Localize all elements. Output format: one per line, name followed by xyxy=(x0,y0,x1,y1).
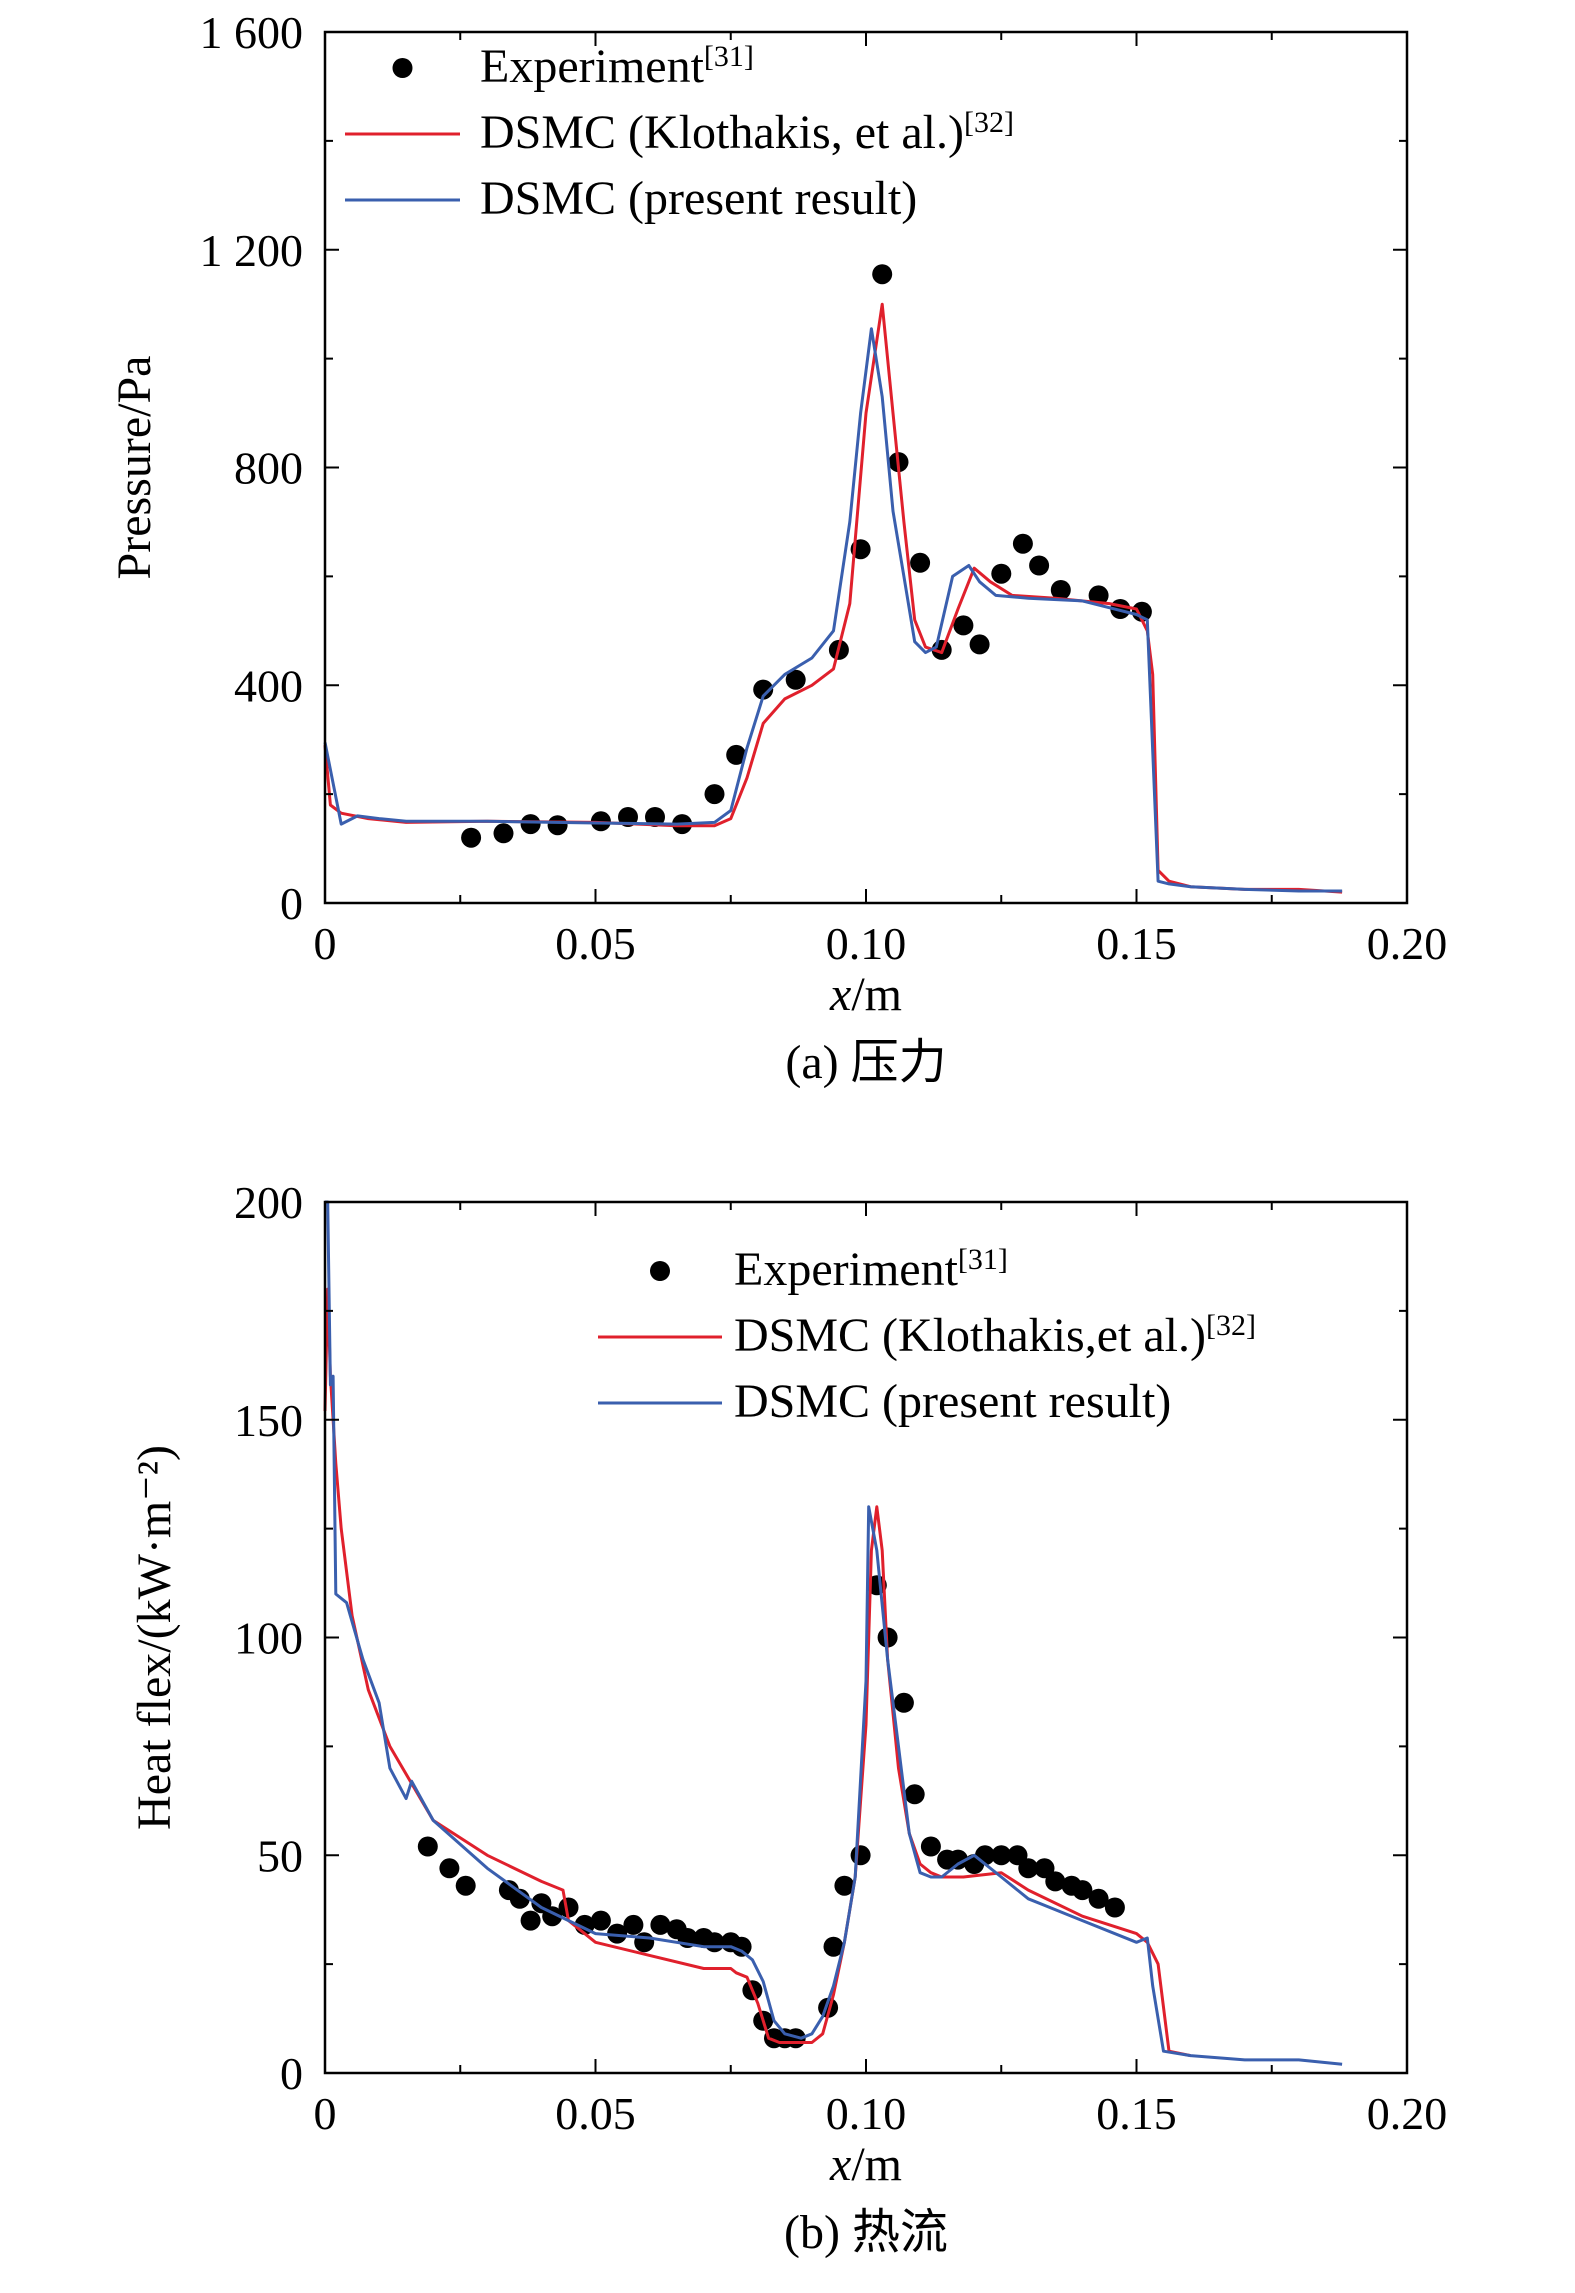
data-point xyxy=(439,1858,460,1879)
x-tick-label: 0.20 xyxy=(1367,2088,1448,2139)
legend-label: Experiment[31] xyxy=(480,40,754,94)
y-tick-label: 150 xyxy=(234,1395,303,1446)
legend-marker xyxy=(392,58,413,78)
data-point xyxy=(834,1875,855,1896)
chart-caption: (a) 压力 xyxy=(785,1036,946,1089)
x-tick-label: 0.10 xyxy=(826,918,907,969)
data-point xyxy=(731,1936,752,1957)
data-point xyxy=(417,1836,438,1857)
data-point xyxy=(1018,1858,1039,1879)
x-tick-label: 0.05 xyxy=(555,918,636,969)
data-point xyxy=(461,827,482,848)
data-point xyxy=(558,1897,579,1918)
y-axis-label: Pressure/Pa xyxy=(108,356,161,580)
data-point xyxy=(948,1849,968,1870)
data-point xyxy=(704,784,725,805)
y-tick-label: 1 200 xyxy=(200,225,304,276)
x-tick-label: 0 xyxy=(314,918,337,969)
data-point xyxy=(1088,585,1109,606)
pressure-chart: 0 0.05 0.10 0.15 0.20 0 400 800 1 200 1 600 Pressu… xyxy=(108,7,1447,1089)
data-point xyxy=(893,1692,914,1713)
legend-label: Experiment[31] xyxy=(734,1243,1008,1297)
data-point xyxy=(634,1932,655,1953)
data-point xyxy=(1072,1880,1093,1901)
legend-label: DSMC (present result) xyxy=(480,172,917,225)
legend: Experiment[31] DSMC (Klothakis,et al.)[32… xyxy=(598,1243,1256,1428)
series-line-2 xyxy=(323,327,1343,893)
y-tick-label: 0 xyxy=(280,2048,303,2099)
x-tick-label: 0.05 xyxy=(555,2088,636,2139)
y-axis-label: Heat flex/(kW·m⁻²) xyxy=(128,1445,181,1830)
legend-label: DSMC (Klothakis,et al.)[32] xyxy=(734,1309,1256,1363)
data-point xyxy=(1045,1871,1066,1892)
data-point xyxy=(991,1845,1012,1866)
data-point xyxy=(1104,1897,1125,1918)
data-point xyxy=(1012,533,1033,554)
plot-area xyxy=(323,1200,1343,2066)
data-point xyxy=(1131,601,1152,622)
data-point xyxy=(872,264,893,285)
data-point xyxy=(904,1784,925,1805)
y-tick-label: 100 xyxy=(234,1613,303,1664)
y-tick-label: 50 xyxy=(257,1830,303,1881)
data-point xyxy=(547,815,568,836)
plot-area xyxy=(323,264,1343,894)
legend-label: DSMC (Klothakis, et al.)[32] xyxy=(480,106,1014,160)
x-tick-label: 0.15 xyxy=(1096,2088,1177,2139)
y-tick-label: 1 600 xyxy=(200,7,304,58)
plot-frame xyxy=(323,30,1409,905)
heat-flux-chart: 0 0.05 0.10 0.15 0.20 0 50 100 150 200 Heat flex/(… xyxy=(128,1177,1447,2259)
data-point xyxy=(726,744,747,765)
x-tick-label: 0.20 xyxy=(1367,918,1448,969)
x-tick-label: 0.15 xyxy=(1096,918,1177,969)
data-point xyxy=(953,615,974,636)
x-tick-label: 0 xyxy=(314,2088,337,2139)
series-line-1 xyxy=(323,302,1343,894)
data-point xyxy=(1029,555,1050,576)
y-tick-label: 800 xyxy=(234,443,303,494)
legend-label: DSMC (present result) xyxy=(734,1375,1171,1428)
data-point xyxy=(1050,580,1071,600)
x-tick-label: 0.10 xyxy=(826,2088,907,2139)
data-point xyxy=(590,1910,611,1931)
x-axis-label: x/m xyxy=(829,968,902,1021)
y-tick-label: 200 xyxy=(234,1177,303,1228)
data-point xyxy=(850,1845,871,1866)
data-point xyxy=(455,1875,476,1896)
x-axis-label: x/m xyxy=(829,2138,902,2191)
y-tick-label: 0 xyxy=(280,878,303,929)
data-point xyxy=(520,814,541,835)
legend: Experiment[31] DSMC (Klothakis, et al.)[3… xyxy=(345,40,1014,225)
data-point xyxy=(1088,1888,1109,1909)
data-point xyxy=(650,1914,671,1935)
data-point xyxy=(823,1936,844,1957)
y-tick-label: 400 xyxy=(234,660,303,711)
series-line-2 xyxy=(325,1200,1343,2066)
data-point xyxy=(910,552,931,573)
data-point xyxy=(645,807,665,827)
data-point xyxy=(991,563,1012,584)
data-point xyxy=(753,679,774,700)
data-point xyxy=(920,1836,941,1857)
data-point xyxy=(969,634,990,655)
legend-marker xyxy=(650,1261,670,1281)
data-point xyxy=(785,669,806,690)
data-point xyxy=(607,1923,628,1944)
data-point xyxy=(623,1914,644,1935)
data-point xyxy=(493,823,514,844)
data-point xyxy=(520,1910,541,1931)
chart-caption: (b) 热流 xyxy=(784,2206,948,2259)
